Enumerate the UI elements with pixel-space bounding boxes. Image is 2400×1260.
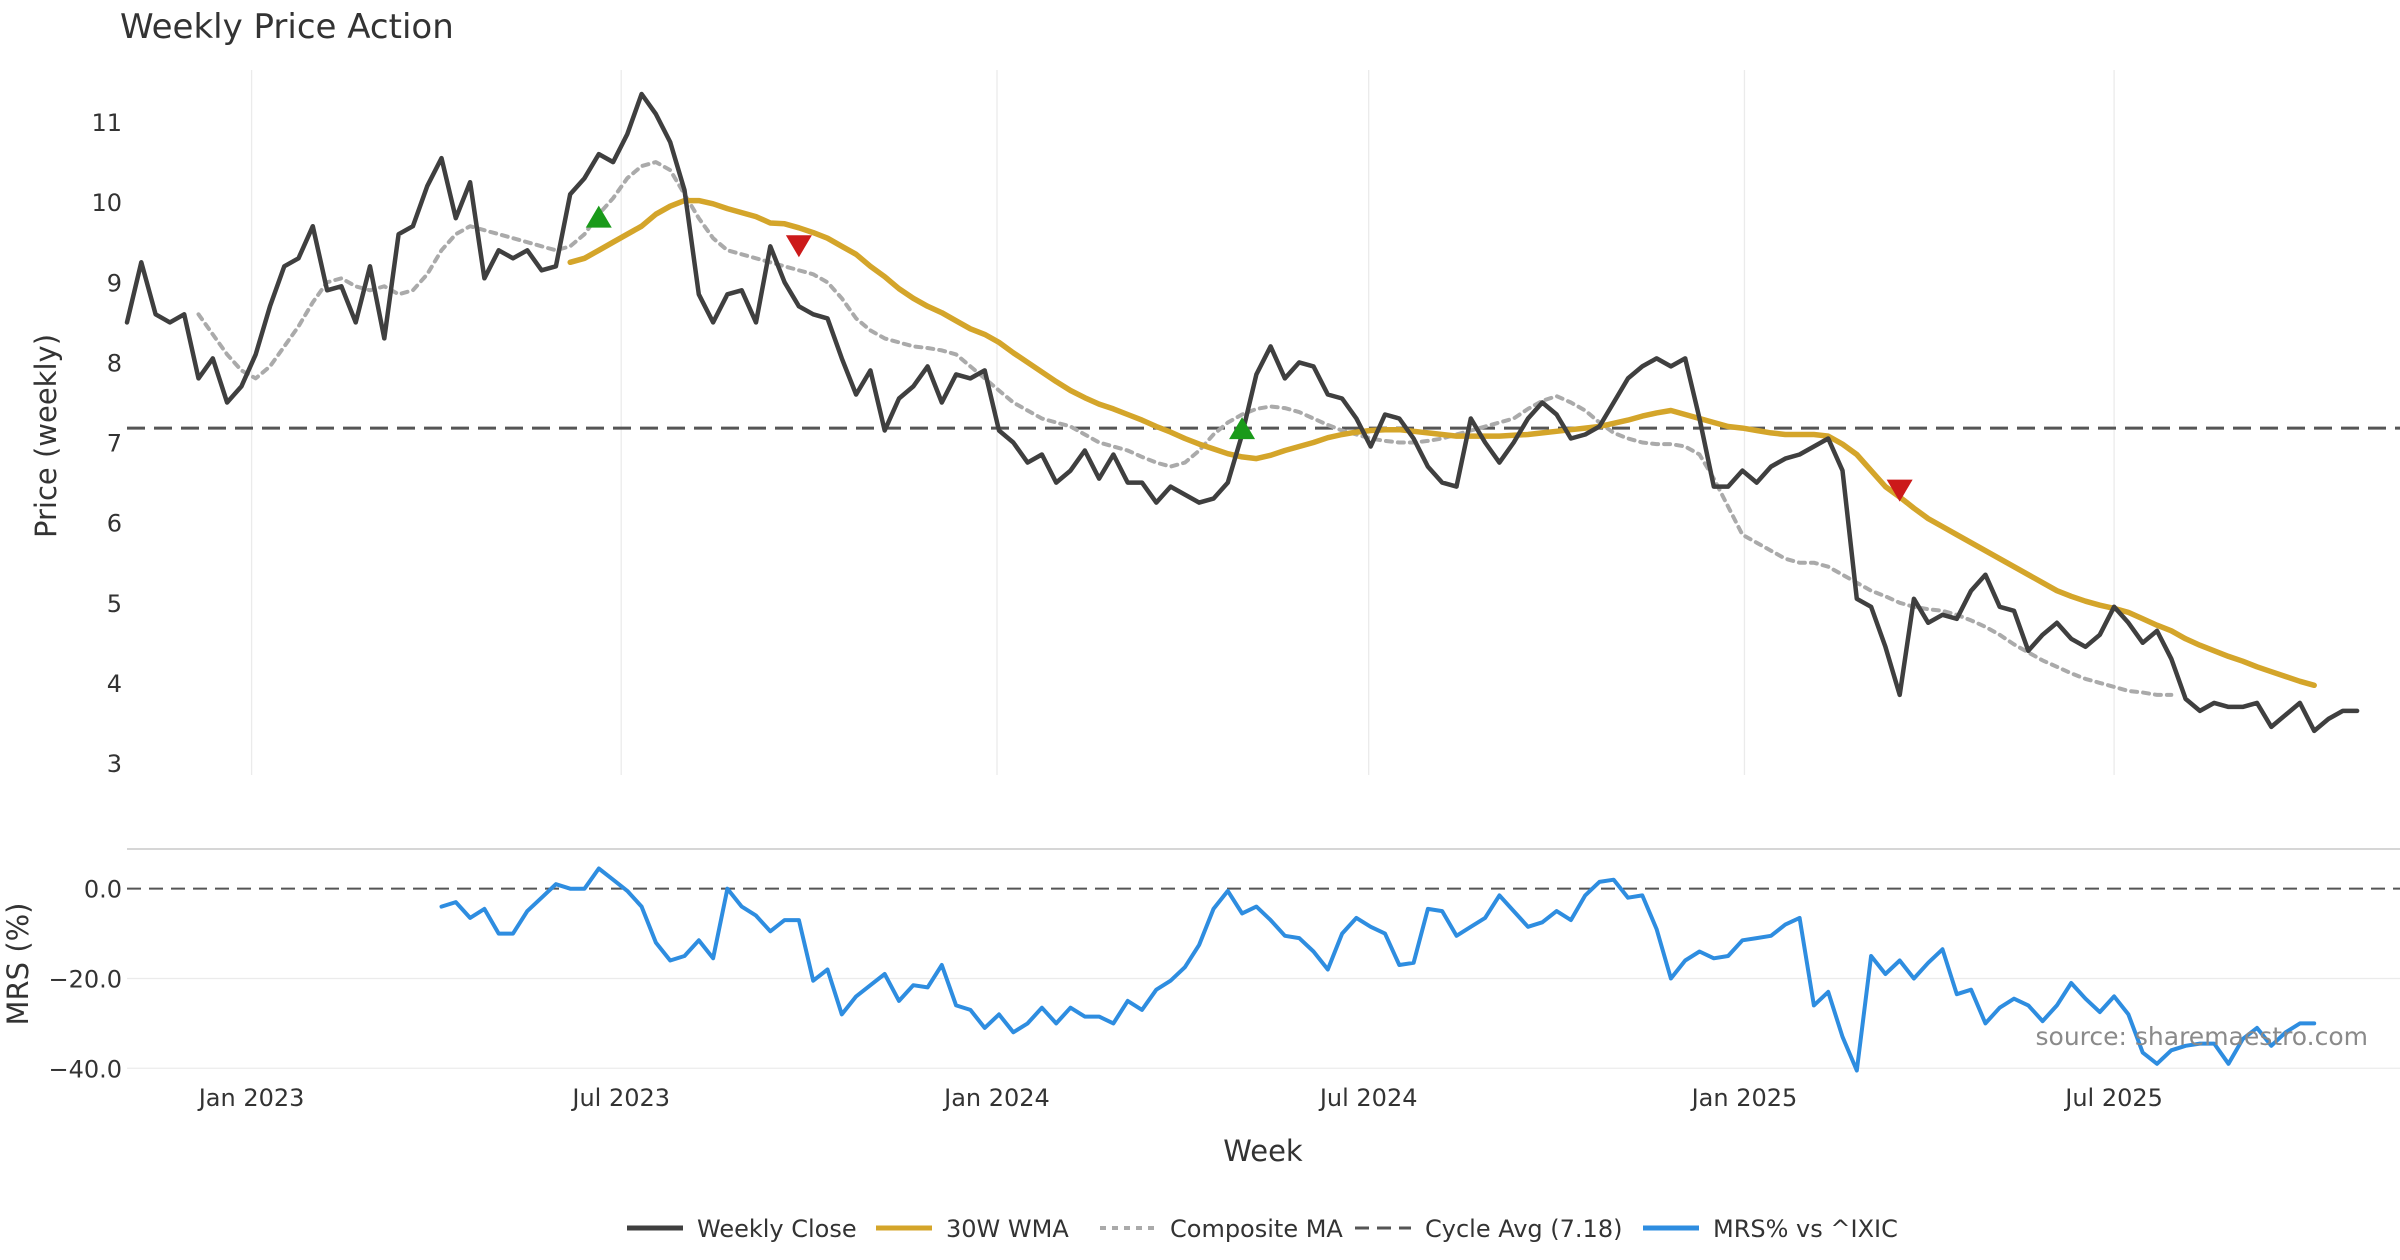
source-note: source: sharemaestro.com: [2036, 1022, 2369, 1051]
reference-lines: [127, 426, 2400, 890]
mrs-axis-label: MRS (%): [1, 903, 35, 1026]
price-y-tick-label: 3: [107, 750, 122, 778]
grid: [127, 70, 2400, 1069]
price-y-tick-label: 5: [107, 590, 122, 618]
sell-signal-marker: [785, 235, 812, 258]
mrs-y-tick-label: −20.0: [48, 965, 122, 993]
price-y-tick-label: 10: [91, 189, 122, 217]
x-tick-label: Jul 2023: [570, 1084, 670, 1112]
price-y-tick-label: 9: [107, 269, 122, 297]
mrs-y-tick-label: 0.0: [84, 876, 122, 904]
x-tick-label: Jul 2024: [1318, 1084, 1418, 1112]
buy-signal-marker: [585, 205, 612, 228]
legend: Weekly Close 30W WMA Composite MA Cycle Avg…: [627, 1215, 1898, 1243]
price-y-tick-label: 8: [107, 349, 122, 377]
x-axis-label: Week: [1223, 1134, 1303, 1168]
composite-ma-line: [196, 160, 2174, 697]
price-y-tick-label: 7: [107, 430, 122, 458]
signal-markers: [585, 205, 1913, 502]
price-y-tick-label: 4: [107, 670, 122, 698]
buy-signal-marker: [1229, 417, 1256, 440]
price-y-tick-label: 6: [107, 510, 122, 538]
x-tick-label: Jan 2023: [197, 1084, 305, 1112]
legend-entry-label: 30W WMA: [946, 1215, 1069, 1243]
chart-title: Weekly Price Action: [120, 7, 454, 47]
series: [124, 91, 2360, 1073]
price-y-tick-label: 11: [91, 109, 122, 137]
ticks: Jan 2023 Jul 2023 Jan 2024 Jul 2024 Jan 2025…: [48, 109, 2162, 1112]
legend-entry-label: Cycle Avg (7.18): [1425, 1215, 1622, 1243]
legend-entry-label: Weekly Close: [697, 1215, 857, 1243]
x-tick-label: Jul 2025: [2063, 1084, 2163, 1112]
legend-entry-label: MRS% vs ^IXIC: [1713, 1215, 1898, 1243]
mrs-y-tick-label: −40.0: [48, 1055, 122, 1083]
sell-signal-marker: [1886, 479, 1913, 502]
wma-30w-line: [567, 197, 2317, 689]
mrs-line: [439, 866, 2317, 1073]
x-tick-label: Jan 2024: [942, 1084, 1050, 1112]
price-axis-label: Price (weekly): [29, 334, 63, 538]
x-tick-label: Jan 2025: [1690, 1084, 1798, 1112]
legend-entry-label: Composite MA: [1170, 1215, 1343, 1243]
